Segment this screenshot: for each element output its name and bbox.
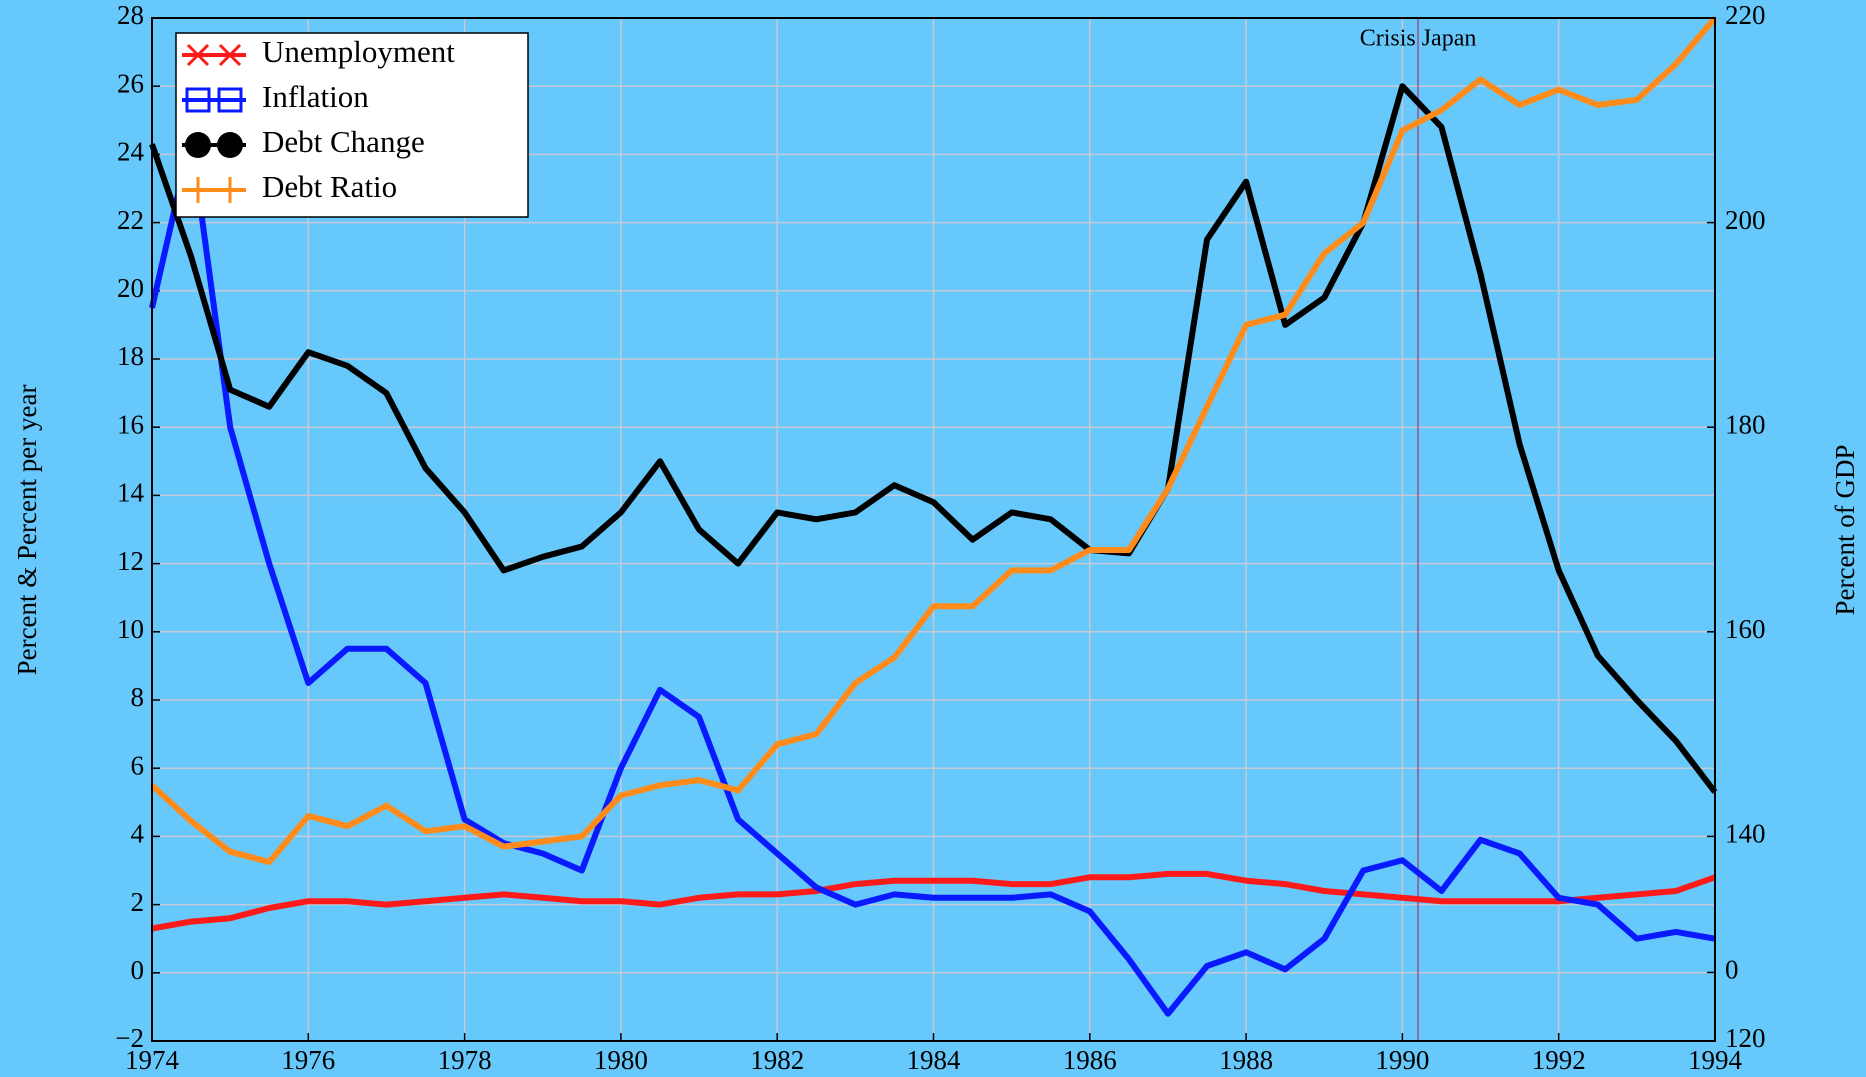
y-tick-label: 8 xyxy=(131,682,145,712)
x-tick-label: 1982 xyxy=(750,1045,804,1075)
y2-tick-label: 220 xyxy=(1725,0,1766,30)
x-tick-label: 1990 xyxy=(1375,1045,1429,1075)
legend-label: Debt Change xyxy=(262,124,425,159)
series-line xyxy=(149,83,1718,794)
legend-marker xyxy=(185,87,211,113)
series-line xyxy=(149,16,1718,865)
x-tick-label: 1980 xyxy=(594,1045,648,1075)
legend-label: Debt Ratio xyxy=(262,169,397,204)
y-tick-label: 22 xyxy=(117,205,144,235)
x-tick-label: 1974 xyxy=(125,1045,180,1075)
y2-tick-label: 120 xyxy=(1725,1023,1766,1053)
series-line xyxy=(151,870,1716,932)
y2-axis-label: Percent of GDP xyxy=(1830,445,1860,616)
x-tick-label: 1984 xyxy=(907,1045,962,1075)
legend-marker xyxy=(218,43,242,67)
x-tick-label: 1994 xyxy=(1688,1045,1743,1075)
y2-tick-label: 140 xyxy=(1725,819,1766,849)
x-tick-label: 1978 xyxy=(438,1045,492,1075)
y-tick-label: 20 xyxy=(117,273,144,303)
legend-label: Unemployment xyxy=(262,34,455,69)
y-axis-label: Percent & Percent per year xyxy=(12,385,42,676)
y-tick-label: 0 xyxy=(131,955,145,985)
y-tick-label: 12 xyxy=(117,546,144,576)
y-tick-label: 6 xyxy=(131,750,145,780)
y-tick-label: −2 xyxy=(115,1023,144,1053)
legend-marker xyxy=(185,132,211,158)
y-tick-label: 2 xyxy=(131,887,145,917)
y-tick-label: 4 xyxy=(131,819,145,849)
series-line xyxy=(149,134,1716,1017)
y-tick-label: 26 xyxy=(117,68,144,98)
y2-tick-label: 0 xyxy=(1725,955,1739,985)
x-tick-label: 1992 xyxy=(1532,1045,1586,1075)
y2-tick-label: 160 xyxy=(1725,614,1766,644)
legend-marker xyxy=(217,132,243,158)
y-tick-label: 16 xyxy=(117,409,144,439)
legend-marker xyxy=(217,87,243,113)
y-tick-label: 18 xyxy=(117,341,144,371)
plot-frame xyxy=(151,17,1716,1042)
x-tick-label: 1988 xyxy=(1219,1045,1273,1075)
y-tick-label: 28 xyxy=(117,0,144,30)
annotation-text: Crisis Japan xyxy=(1360,26,1477,52)
x-tick-label: 1976 xyxy=(281,1045,335,1075)
legend-marker xyxy=(217,177,243,203)
y-tick-label: 14 xyxy=(117,478,145,508)
x-tick-label: 1986 xyxy=(1063,1045,1117,1075)
legend-marker xyxy=(185,177,211,203)
legend-label: Inflation xyxy=(262,79,369,114)
y-tick-label: 10 xyxy=(117,614,144,644)
y2-tick-label: 180 xyxy=(1725,409,1766,439)
legend-marker xyxy=(186,43,210,67)
y2-tick-label: 200 xyxy=(1725,205,1766,235)
y-tick-label: 24 xyxy=(117,137,145,167)
legend: Unemployment Inflation Debt Change Debt Rat… xyxy=(175,32,529,218)
legend-box xyxy=(175,32,529,218)
